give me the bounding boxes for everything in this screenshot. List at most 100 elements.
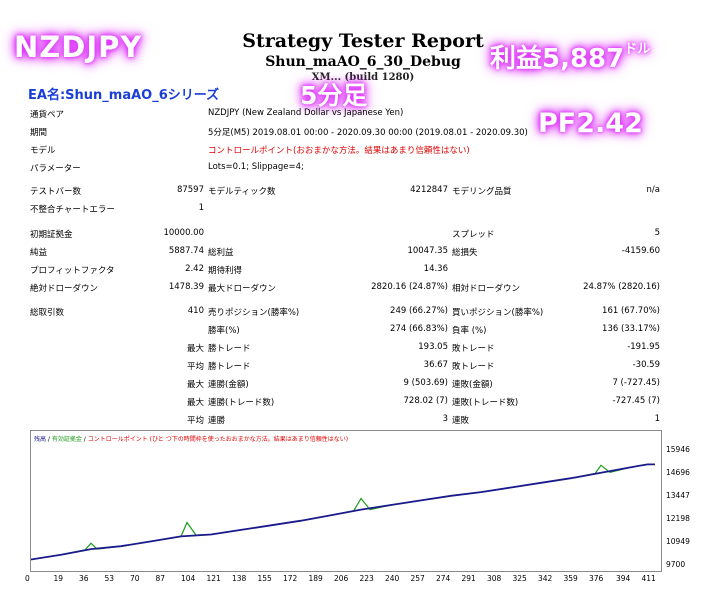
stat-label-net: 純益 (30, 248, 48, 258)
stat-value-r3a: 9 (503.69) (403, 378, 448, 388)
x-tick-label: 223 (359, 574, 374, 583)
stat-prefix-r2: 平均 (186, 362, 204, 372)
info-value-model: コントロールポイント(おおまかな方法。結果はあまり信頼性はない) (208, 146, 470, 156)
stat-value-r2b: -30.59 (632, 360, 660, 370)
stat-value-spread: 5 (654, 228, 660, 238)
stat-value-r2a: 36.67 (423, 360, 448, 370)
stat-value-bars: 87597 (176, 185, 204, 195)
y-tick-label: 14696 (666, 467, 690, 477)
stat-label-long: 買いポジション(勝率%) (452, 308, 544, 318)
stat-value-ticks: 4212847 (410, 185, 448, 195)
stat-value-deposit: 10000.00 (163, 228, 204, 238)
stat-label-loss: 負率 (%) (452, 326, 487, 336)
stat-label-abs-dd: 絶対ドローダウン (30, 284, 99, 294)
chart-legend: 残高 / 有効証拠金 / コントロールポイント (ひと つ下の時間枠を使ったおお… (34, 434, 348, 443)
x-tick-label: 257 (410, 574, 425, 583)
stat-prefix-r4: 最大 (186, 398, 204, 408)
legend-sep-2: / (81, 436, 88, 443)
stat-label-r2b: 敗トレード (452, 362, 495, 372)
y-tick-label: 13447 (666, 490, 690, 500)
info-label-model: モデル (30, 146, 56, 156)
stat-value-quality: n/a (646, 185, 660, 195)
stat-label-r5a: 連勝 (208, 416, 226, 426)
stat-value-max-dd: 2820.16 (24.87%) (371, 282, 448, 292)
info-value-params: Lots=0.1; Slippage=4; (208, 162, 304, 172)
x-tick-label: 19 (53, 574, 64, 583)
stat-value-r4a: 728.02 (7) (403, 396, 448, 406)
stat-label-r2a: 勝トレード (208, 362, 251, 372)
stat-value-long: 161 (67.70%) (602, 306, 660, 316)
info-label-period: 期間 (30, 128, 48, 138)
x-tick-label: 274 (436, 574, 451, 583)
legend-sep: / (46, 436, 52, 443)
y-tick-label: 10949 (666, 536, 690, 546)
timeframe-overlay: 5分足 (300, 81, 368, 110)
stat-value-expected: 14.36 (423, 264, 448, 274)
stat-value-abs-dd: 1478.39 (168, 282, 204, 292)
x-tick-label: 155 (257, 574, 272, 583)
x-tick-label: 189 (308, 574, 323, 583)
x-tick-label: 342 (538, 574, 553, 583)
stat-label-max-dd: 最大ドローダウン (208, 284, 277, 294)
stat-label-r3b: 連敗(金額) (452, 380, 493, 390)
legend-note: コントロールポイント (ひと つ下の時間枠を使ったおおまかな方法。結果はあまり信… (87, 436, 349, 443)
stat-value-gross-loss: -4159.60 (621, 246, 660, 256)
x-tick-label: 36 (79, 574, 89, 583)
stat-prefix-r5: 平均 (186, 416, 204, 426)
x-tick-label: 53 (104, 574, 115, 583)
legend-balance: 残高 (34, 436, 47, 443)
stat-value-r5b: 1 (654, 414, 660, 424)
stat-label-bars: テストバー数 (30, 187, 82, 197)
balance-line (30, 463, 655, 561)
stat-label-ticks: モデルティック数 (208, 187, 276, 197)
profit-value: 利益5,887 (490, 44, 625, 74)
x-tick-label: 394 (616, 574, 631, 583)
x-tick-label: 87 (155, 574, 166, 583)
stat-value-win: 274 (66.83%) (390, 324, 448, 334)
stat-label-r5b: 連敗 (452, 416, 470, 426)
stat-label-gross-profit: 総利益 (208, 248, 234, 258)
stat-prefix-r3: 最大 (186, 380, 204, 390)
stat-label-pf: プロフィットファクタ (30, 266, 115, 276)
server-build: XM... (build 1280) (311, 72, 415, 83)
x-tick-label: 70 (130, 574, 140, 583)
info-label-params: パラメーター (30, 164, 81, 174)
stat-label-short: 売りポジション(勝率%) (208, 308, 300, 318)
pf-overlay: PF2.42 (538, 108, 643, 139)
stat-label-expected: 期待利得 (208, 266, 243, 276)
legend-equity: 有効証拠金 (51, 436, 82, 443)
stat-label-deposit: 初期証拠金 (30, 230, 73, 240)
profit-unit: ドル (624, 42, 651, 57)
x-tick-label: 240 (385, 574, 400, 583)
x-tick-label: 121 (206, 574, 221, 583)
stat-label-r1a: 勝トレード (208, 344, 251, 354)
x-tick-label: 308 (487, 574, 502, 583)
info-value-period: 5分足(M5) 2019.08.01 00:00 - 2020.09.30 00… (208, 128, 528, 138)
stat-label-rel-dd: 相対ドローダウン (452, 284, 521, 294)
stat-value-mismatch: 1 (198, 203, 204, 213)
x-tick-label: 291 (461, 574, 476, 583)
balance-chart (30, 430, 662, 572)
stat-label-r1b: 敗トレード (452, 344, 495, 354)
report-title: Strategy Tester Report (242, 30, 484, 52)
info-label-pair: 通貨ペア (30, 110, 65, 120)
stat-label-r4a: 連勝(トレード数) (208, 398, 275, 408)
x-tick-label: 0 (25, 574, 30, 583)
stat-value-r4b: -727.45 (7) (612, 396, 660, 406)
stat-value-r5a: 3 (442, 414, 448, 424)
x-tick-label: 325 (512, 574, 527, 583)
stat-label-r4b: 連敗(トレード数) (452, 398, 519, 408)
stat-label-gross-loss: 総損失 (452, 248, 478, 258)
stat-value-net: 5887.74 (168, 246, 204, 256)
stat-value-r3b: 7 (-727.45) (612, 378, 660, 388)
stat-value-gross-profit: 10047.35 (407, 246, 448, 256)
stat-value-r1b: -191.95 (627, 342, 660, 352)
pair-overlay: NZDJPY (14, 30, 143, 64)
balance-chart-svg (30, 463, 655, 561)
x-tick-label: 206 (334, 574, 349, 583)
y-tick-label: 15946 (666, 444, 690, 454)
x-tick-label: 172 (283, 574, 298, 583)
stat-label-mismatch: 不整合チャートエラー (30, 205, 115, 215)
x-tick-label: 104 (181, 574, 196, 583)
stat-value-pf: 2.42 (185, 264, 204, 274)
